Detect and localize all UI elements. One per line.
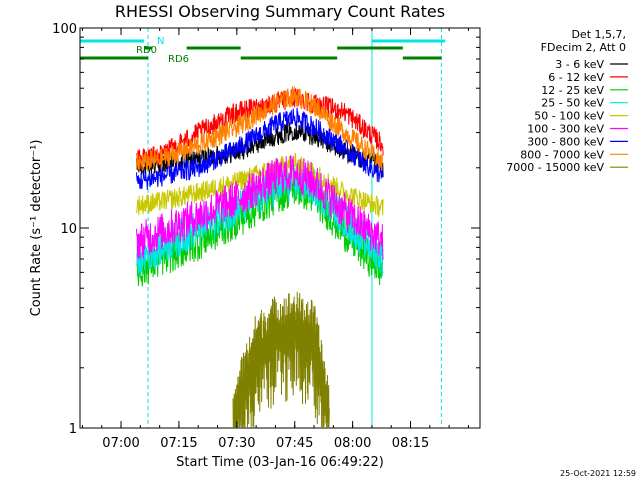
legend-label-3-6-kev: 3 - 6 keV	[555, 58, 604, 71]
x-tick-label: 07:30	[218, 436, 255, 451]
footer-timestamp: 25-Oct-2021 12:59	[560, 469, 636, 478]
series-800-7000-kev	[136, 86, 384, 171]
x-axis: 07:00 07:15 07:30 07:45 08:00 08:15	[81, 28, 469, 451]
status-label-n: N	[157, 36, 164, 47]
x-tick-label: 08:00	[334, 436, 371, 451]
x-tick-label: 07:45	[276, 436, 313, 451]
series-6-12-kev	[136, 88, 384, 170]
x-tick-label: 08:15	[392, 436, 429, 451]
legend-label-6-12-kev: 6 - 12 keV	[548, 71, 604, 84]
x-axis-label: Start Time (03-Jan-16 06:49:22)	[176, 455, 384, 470]
series-100-300-kev	[136, 154, 384, 260]
legend-header: Det 1,5,7,	[571, 28, 626, 41]
legend-label-100-300-kev: 100 - 300 keV	[527, 123, 604, 136]
legend-label-300-800-kev: 300 - 800 keV	[527, 135, 604, 148]
series-7000-15000-kev	[232, 291, 330, 428]
y-tick-label: 1	[69, 422, 77, 437]
plot-frame	[79, 27, 481, 429]
y-tick-label: 100	[52, 22, 77, 37]
legend-label-12-25-kev: 12 - 25 keV	[541, 84, 604, 97]
x-tick-label: 07:00	[102, 436, 139, 451]
status-label-rd6: RD6	[168, 54, 189, 65]
legend-header: FDecim 2, Att 0	[541, 41, 626, 54]
legend-label-50-100-kev: 50 - 100 keV	[534, 110, 604, 123]
series-group	[136, 86, 384, 428]
y-axis: 1 10 100	[52, 22, 480, 437]
legend-label-25-50-kev: 25 - 50 keV	[541, 97, 604, 110]
status-label-rd0: RD0	[136, 45, 157, 56]
legend-label-800-7000-kev: 800 - 7000 keV	[520, 148, 604, 161]
y-tick-label: 10	[60, 222, 77, 237]
y-axis-label: Count Rate (s⁻¹ detector⁻¹)	[29, 140, 44, 317]
legend-label-7000-15000-kev: 7000 - 15000 keV	[506, 161, 604, 174]
x-tick-label: 07:15	[160, 436, 197, 451]
series-300-800-kev	[136, 107, 384, 190]
chart-title: RHESSI Observing Summary Count Rates	[115, 2, 445, 21]
